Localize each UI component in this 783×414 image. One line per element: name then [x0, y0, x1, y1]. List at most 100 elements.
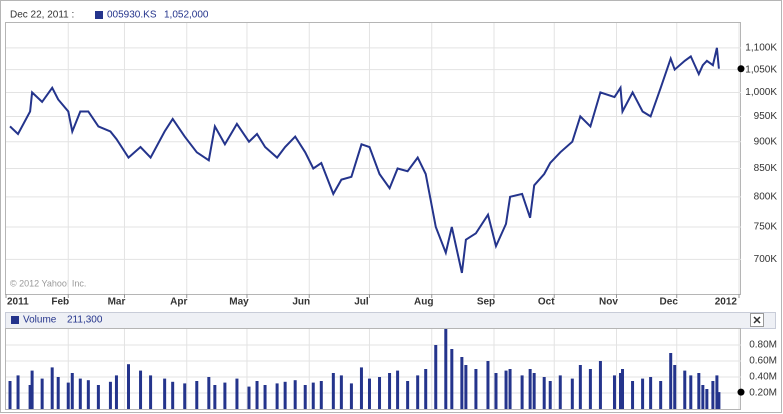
volume-bar	[578, 365, 582, 409]
price-line	[9, 47, 720, 274]
volume-bar	[558, 375, 562, 409]
volume-bar	[528, 369, 532, 409]
x-tick-label: Apr	[170, 297, 187, 308]
volume-bar	[86, 380, 90, 409]
y-tick-label: 850K	[754, 163, 778, 174]
volume-bar	[464, 365, 468, 409]
y-tick-label: 1,050K	[745, 64, 777, 75]
volume-last: 211,300	[67, 315, 103, 326]
volume-bar	[359, 367, 363, 409]
volume-bar	[149, 375, 153, 409]
volume-bar	[669, 353, 673, 409]
volume-bar	[673, 365, 677, 409]
volume-bar	[520, 375, 524, 409]
y-tick-label: 950K	[754, 111, 778, 122]
x-tick-label: Mar	[108, 297, 126, 308]
volume-bar	[474, 369, 478, 409]
volume-bar	[40, 378, 44, 409]
volume-bar	[659, 381, 663, 409]
volume-bar	[388, 373, 392, 409]
volume-bar	[235, 378, 239, 409]
volume-bar	[631, 381, 635, 409]
x-tick-label: Jul	[354, 297, 369, 308]
volume-bar	[689, 375, 693, 409]
volume-bar	[50, 367, 54, 409]
volume-bar	[460, 357, 464, 409]
y-tick-label: 0.60M	[749, 356, 777, 367]
volume-bar	[508, 369, 512, 409]
legend-name: 005930.KS	[107, 10, 157, 21]
x-tick-label: Jun	[292, 297, 310, 308]
volume-bar	[612, 375, 616, 409]
volume-bar	[649, 377, 653, 409]
volume-bar	[293, 380, 297, 409]
x-tick-label: Aug	[414, 297, 433, 308]
volume-bar	[28, 385, 32, 409]
volume-bar	[339, 375, 343, 409]
volume-bar	[434, 345, 438, 409]
y-tick-label: 1,000K	[745, 87, 777, 98]
volume-header	[5, 312, 776, 329]
volume-bar	[715, 375, 719, 409]
volume-bar	[114, 375, 118, 409]
header-date: Dec 22, 2011 :	[10, 10, 74, 21]
x-tick-label: Feb	[51, 297, 69, 308]
volume-bar	[223, 382, 227, 409]
volume-bar	[319, 381, 323, 409]
volume-bar	[396, 370, 400, 409]
volume-bar	[70, 373, 74, 409]
volume-bar	[444, 329, 448, 409]
volume-bar	[504, 370, 508, 409]
volume-bar	[171, 381, 175, 409]
volume-bar	[486, 361, 490, 409]
volume-bar	[8, 381, 12, 409]
volume-bar	[247, 386, 251, 409]
y-tick-label: 900K	[754, 136, 778, 147]
x-tick-label: 2011	[7, 297, 29, 308]
volume-bar	[255, 381, 259, 409]
y-tick-label: 750K	[754, 222, 778, 233]
volume-bar	[683, 370, 687, 409]
volume-bar	[621, 369, 625, 409]
volume-bar	[263, 385, 267, 409]
volume-name: Volume	[23, 315, 57, 326]
volume-bar	[641, 378, 645, 409]
volume-bar	[378, 377, 382, 409]
volume-bar	[697, 373, 701, 409]
y-tick-label: 0.40M	[749, 372, 777, 383]
x-tick-label: Dec	[660, 297, 679, 308]
legend-price: 1,052,000	[164, 10, 209, 21]
volume-bar	[548, 381, 552, 409]
volume-bar	[108, 381, 112, 409]
volume-bar	[494, 373, 498, 409]
volume-bar	[183, 383, 187, 409]
volume-bar	[56, 377, 60, 409]
volume-bar	[213, 385, 217, 409]
volume-bar	[588, 369, 592, 409]
volume-swatch	[11, 316, 19, 324]
last-marker	[737, 65, 745, 73]
x-tick-label: May	[229, 297, 249, 308]
x-tick-label: Sep	[477, 297, 495, 308]
volume-bar	[96, 385, 100, 409]
volume-bar	[406, 381, 410, 409]
volume-bar	[303, 385, 307, 409]
volume-bar	[570, 378, 574, 409]
y-tick-label: 700K	[754, 254, 778, 265]
volume-bar	[139, 370, 143, 409]
volume-bar	[127, 364, 130, 409]
volume-bar	[195, 381, 199, 409]
volume-bar	[331, 373, 335, 409]
volume-bar	[711, 381, 715, 409]
volume-bar	[16, 375, 20, 409]
volume-bar	[349, 383, 353, 409]
volume-bar	[66, 382, 70, 409]
volume-bar	[163, 378, 167, 409]
close-icon	[753, 316, 761, 324]
volume-bar	[207, 377, 211, 409]
volume-bar	[311, 382, 315, 409]
volume-bar	[717, 392, 721, 409]
volume-bar	[450, 349, 454, 409]
y-tick-label: 1,100K	[745, 42, 777, 53]
